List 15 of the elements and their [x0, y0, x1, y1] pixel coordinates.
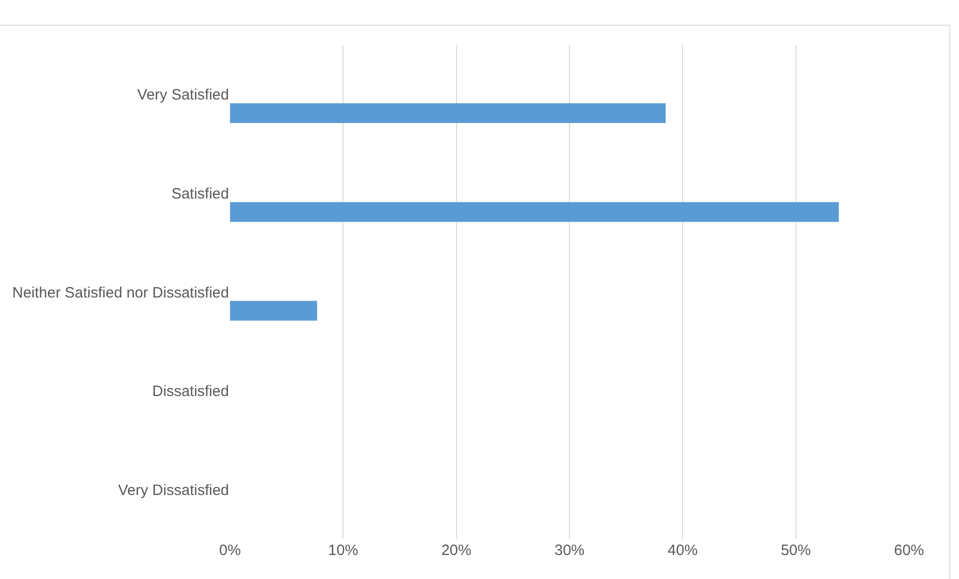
y-tick-label: Satisfied [171, 185, 229, 202]
bar [230, 103, 666, 124]
x-tick-label: 20% [441, 542, 472, 559]
x-tick-label: 30% [554, 542, 585, 559]
x-tick-label: 40% [668, 542, 698, 559]
bar [230, 300, 318, 321]
bar [230, 202, 839, 222]
y-tick-label: Very Dissatisfied [118, 482, 229, 499]
x-tick-label: 60% [894, 542, 924, 559]
y-tick-label: Neither Satisfied nor Dissatisfied [12, 284, 229, 302]
x-tick-label: 10% [328, 542, 358, 559]
x-tick-label: 0% [219, 542, 241, 559]
x-tick-label: 50% [780, 542, 811, 559]
y-tick-label: Dissatisfied [152, 383, 229, 400]
y-tick-label: Very Satisfied [137, 86, 229, 104]
